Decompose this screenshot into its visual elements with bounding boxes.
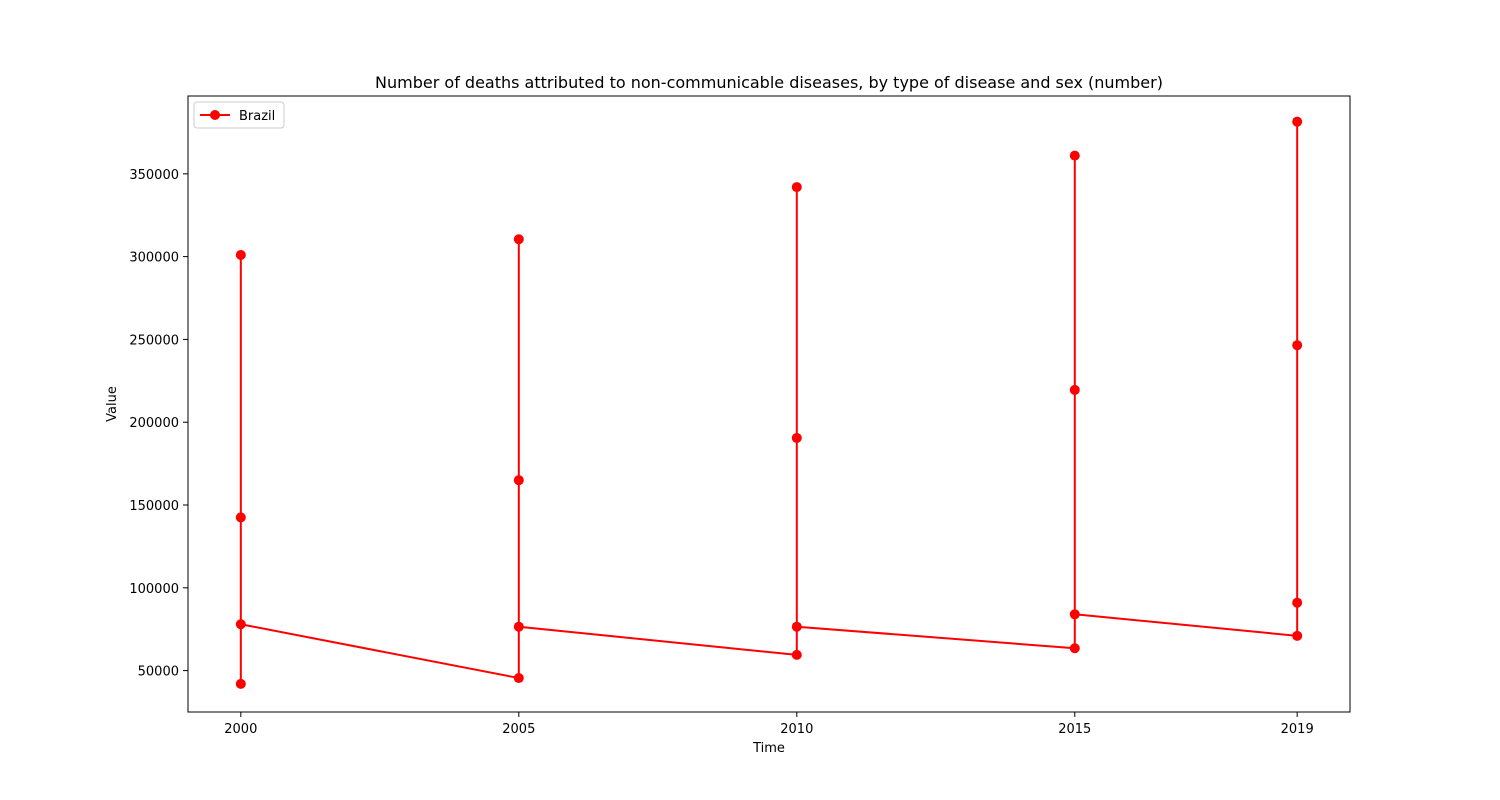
data-point (513, 673, 524, 684)
data-point (791, 621, 802, 632)
data-point (513, 621, 524, 632)
data-point (235, 678, 246, 689)
data-point (1292, 597, 1303, 608)
y-axis: 50000 100000 150000 200000 250000 300000 35000… (129, 168, 188, 680)
legend-label-brazil: Brazil (239, 109, 275, 124)
plot-area (187, 95, 1351, 713)
x-tick-label: 2005 (502, 722, 535, 737)
data-point (1069, 150, 1080, 161)
data-point (235, 512, 246, 523)
y-tick-label: 350000 (129, 168, 179, 183)
legend-marker-brazil (210, 110, 220, 120)
data-point (791, 182, 802, 193)
data-point (235, 619, 246, 630)
data-point (791, 432, 802, 443)
y-tick-label: 100000 (129, 582, 179, 597)
data-point (513, 475, 524, 486)
data-point (513, 234, 524, 245)
x-axis: 2000 2005 2010 2015 2019 (224, 712, 1314, 737)
y-tick-label: 50000 (138, 665, 179, 680)
data-point (791, 649, 802, 660)
chart-title: Number of deaths attributed to non-commu… (375, 73, 1163, 92)
legend: Brazil (193, 101, 285, 129)
x-tick-label: 2015 (1058, 722, 1091, 737)
y-tick-label: 200000 (129, 416, 179, 431)
x-tick-label: 2019 (1281, 722, 1314, 737)
y-tick-label: 150000 (129, 499, 179, 514)
data-point (1292, 116, 1303, 127)
series-layer (235, 116, 1303, 689)
series-line-brazil (239, 120, 1299, 684)
data-point (1069, 384, 1080, 395)
legend-box (193, 101, 285, 129)
y-tick-label: 250000 (129, 333, 179, 348)
data-point (235, 249, 246, 260)
x-axis-label: Time (752, 741, 785, 756)
x-tick-label: 2000 (224, 722, 257, 737)
data-point (1069, 609, 1080, 620)
data-point (1292, 340, 1303, 351)
x-tick-label: 2010 (780, 722, 813, 737)
y-axis-label: Value (105, 386, 120, 422)
data-point (1069, 643, 1080, 654)
data-point (1292, 630, 1303, 641)
y-tick-label: 300000 (129, 251, 179, 266)
